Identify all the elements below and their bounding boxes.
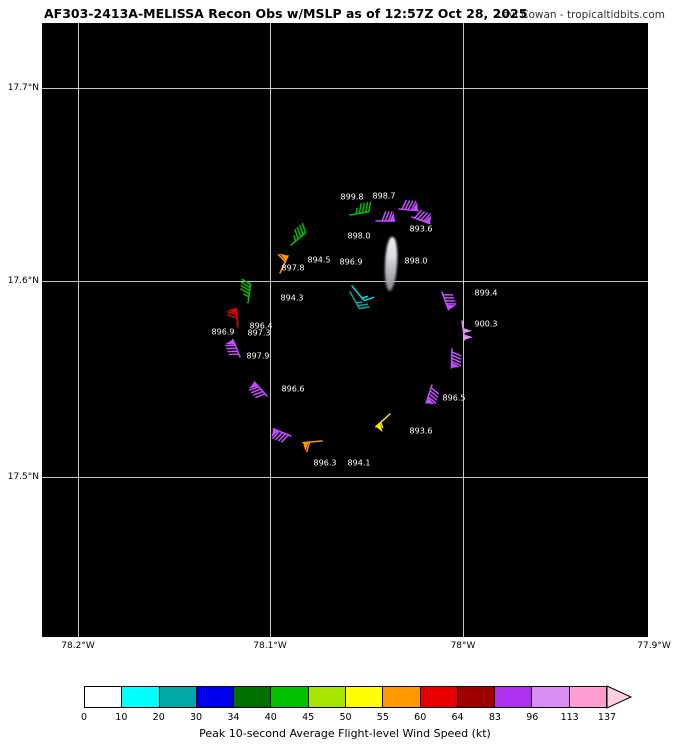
mslp-label: 900.3	[474, 319, 498, 329]
mslp-label: 896.6	[281, 384, 305, 394]
x-tick-label: 77.9°W	[637, 641, 671, 651]
colorbar-segment-0-10	[85, 687, 123, 707]
colorbar-tick-label: 45	[302, 712, 315, 723]
colorbar-tick-label: 0	[80, 712, 88, 723]
colorbar-segment-55-60	[383, 687, 421, 707]
mslp-label: 896.4	[249, 321, 273, 331]
colorbar-label: Peak 10-second Average Flight-level Wind…	[199, 727, 491, 740]
mslp-label: 896.9	[339, 257, 363, 267]
colorbar-segment-64-83	[457, 687, 496, 707]
mslp-label: 894.5	[307, 255, 331, 265]
mslp-label: 894.1	[347, 458, 371, 468]
colorbar-tick-label: 60	[414, 712, 427, 723]
mslp-label: 893.6	[409, 224, 433, 234]
colorbar-segment-34-40	[234, 687, 272, 707]
mslp-label: 898.7	[372, 191, 396, 201]
colorbar-tick-label: 96	[526, 712, 539, 723]
page-title: AF303-2413A-MELISSA Recon Obs w/MSLP as …	[44, 6, 528, 21]
colorbar-tick-label: 50	[339, 712, 352, 723]
colorbar-tick-label: 10	[115, 712, 128, 723]
colorbar-segment-113-137	[569, 687, 606, 707]
colorbar-segment-60-64	[420, 687, 458, 707]
colorbar-tick-label: 55	[376, 712, 389, 723]
colorbar-tick-label: 113	[560, 712, 579, 723]
x-tick-label: 78.2°W	[61, 641, 95, 651]
y-tick-label: 17.6°N	[7, 276, 39, 286]
colorbar-segment-45-50	[308, 687, 346, 707]
colorbar-tick-label: 64	[451, 712, 464, 723]
x-tick-label: 78.1°W	[253, 641, 287, 651]
colorbar-segment-20-30	[159, 687, 197, 707]
mslp-label: 899.8	[340, 192, 364, 202]
colorbar-segment-50-55	[345, 687, 384, 707]
map-plot-area	[42, 23, 648, 637]
colorbar-tick-label: 34	[227, 712, 240, 723]
latitude-gridline	[42, 88, 648, 89]
y-tick-label: 17.5°N	[7, 472, 39, 482]
colorbar-tick-label: 137	[597, 712, 617, 723]
colorbar-tick-label: 83	[488, 712, 501, 723]
colorbar	[84, 686, 607, 708]
colorbar-arrow	[606, 685, 633, 709]
mslp-label: 894.3	[280, 293, 304, 303]
mslp-label: 897.3	[247, 328, 271, 338]
mslp-label: 898.0	[347, 231, 371, 241]
colorbar-tick-label: 20	[152, 712, 165, 723]
mslp-label: 897.9	[246, 351, 270, 361]
longitude-gridline	[463, 23, 464, 637]
mslp-label: 896.3	[313, 458, 337, 468]
mslp-label: 897.8	[281, 263, 305, 273]
mslp-label: 896.5	[442, 393, 466, 403]
mslp-label: 899.4	[474, 288, 498, 298]
mslp-label: 896.9	[211, 327, 235, 337]
colorbar-segment-30-34	[196, 687, 235, 707]
colorbar-tick-label: 30	[190, 712, 203, 723]
colorbar-segment-83-96	[495, 687, 533, 707]
longitude-gridline	[270, 23, 271, 637]
mslp-label: 898.0	[404, 256, 428, 266]
x-tick-label: 78°W	[450, 641, 476, 651]
latitude-gridline	[42, 477, 648, 478]
y-tick-label: 17.7°N	[7, 83, 39, 93]
latitude-gridline	[42, 281, 648, 282]
colorbar-segment-40-45	[271, 687, 309, 707]
credit-text: Levi Cowan - tropicaltidbits.com	[496, 9, 665, 21]
colorbar-segment-10-20	[122, 687, 160, 707]
colorbar-segment-96-113	[532, 687, 570, 707]
mslp-label: 893.6	[409, 426, 433, 436]
colorbar-tick-label: 40	[264, 712, 277, 723]
longitude-gridline	[78, 23, 79, 637]
